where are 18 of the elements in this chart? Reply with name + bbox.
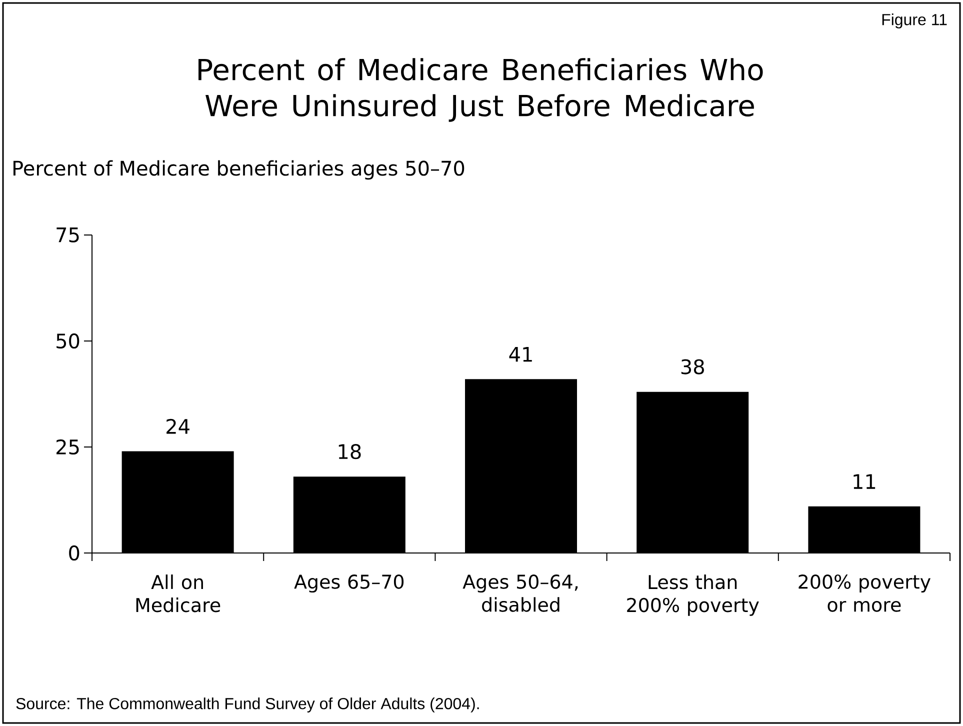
x-tick-label: Ages 65–70 bbox=[294, 574, 404, 593]
x-tick-label: Ages 50–64, disabled bbox=[462, 574, 578, 612]
y-tick-label: 50 bbox=[56, 333, 80, 349]
caption: Figure 11 bbox=[882, 14, 947, 28]
chart-title: Percent of Medicare Beneficiaries Who Were Uninsured Just Before Medicare bbox=[198, 58, 763, 122]
y-tick-label: 0 bbox=[69, 545, 80, 561]
y-tick-label: 25 bbox=[56, 439, 79, 455]
data-label: 41 bbox=[509, 347, 532, 362]
x-tick-label: All on Medicare bbox=[136, 574, 220, 612]
y-axis-title: Percent of Medicare beneficiaries ages 50–70 bbox=[13, 160, 464, 180]
source-note: Source: The Commonwealth Fund Survey of Older Adults (2004). bbox=[16, 698, 479, 712]
data-label: 24 bbox=[166, 418, 190, 434]
data-label: 18 bbox=[338, 444, 361, 460]
data-label: 11 bbox=[854, 474, 876, 489]
x-tick-label: Less than 200% poverty bbox=[627, 574, 759, 616]
y-tick-label: 75 bbox=[56, 228, 79, 242]
x-tick-label: 200% poverty or more bbox=[798, 574, 931, 612]
data-label: 38 bbox=[681, 359, 704, 374]
